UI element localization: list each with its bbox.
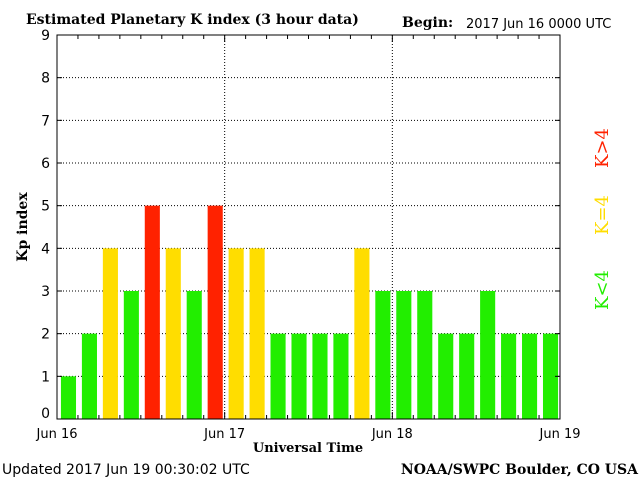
x-tick-label: Jun 17 xyxy=(203,427,245,442)
bars xyxy=(60,205,559,419)
kp-bar xyxy=(522,333,538,419)
kp-bar xyxy=(354,248,370,419)
y-tick-labels: 0 1 2 3 4 5 6 7 8 9 xyxy=(41,28,50,422)
y-tick-label: 1 xyxy=(41,369,50,385)
y-tick-label: 0 xyxy=(41,406,50,422)
y-tick-label: 2 xyxy=(41,327,50,343)
updated-timestamp: Updated 2017 Jun 19 00:30:02 UTC xyxy=(2,462,250,478)
y-tick-label: 6 xyxy=(41,156,50,172)
kp-bar xyxy=(459,333,475,419)
x-axis-label: Universal Time xyxy=(253,441,363,456)
x-tick-labels: Jun 16 Jun 17 Jun 18 Jun 19 xyxy=(36,427,581,442)
kp-bar xyxy=(417,291,433,419)
kp-bar xyxy=(102,248,118,419)
y-tick-label: 3 xyxy=(41,284,50,300)
kp-bar xyxy=(207,205,223,419)
legend-low: K<4 xyxy=(592,270,613,310)
y-tick-label: 9 xyxy=(41,28,50,44)
kp-bar xyxy=(375,291,391,419)
begin-value: 2017 Jun 16 0000 UTC xyxy=(466,17,611,32)
kp-bar xyxy=(144,205,160,419)
y-tick-label: 4 xyxy=(41,241,50,257)
kp-bar xyxy=(228,248,244,419)
y-tick-label: 8 xyxy=(41,71,50,87)
kp-bar xyxy=(249,248,265,419)
kp-bar xyxy=(480,291,496,419)
kp-bar xyxy=(542,333,559,419)
chart-title: Estimated Planetary K index (3 hour data… xyxy=(26,12,359,28)
kp-bar xyxy=(333,333,349,419)
x-tick-label: Jun 18 xyxy=(371,427,413,442)
kp-bar xyxy=(291,333,307,419)
kp-bar xyxy=(501,333,517,419)
kp-bar xyxy=(438,333,454,419)
credit-text: NOAA/SWPC Boulder, CO USA xyxy=(401,462,639,478)
y-axis-label: Kp index xyxy=(15,192,31,262)
y-tick-label: 7 xyxy=(41,113,50,129)
kp-bar xyxy=(81,333,97,419)
y-tick-label: 5 xyxy=(41,199,50,215)
legend-high: K>4 xyxy=(592,128,613,168)
legend-mid: K=4 xyxy=(592,195,613,235)
begin-label: Begin: xyxy=(402,15,453,31)
x-tick-label: Jun 16 xyxy=(36,427,78,442)
kp-bar xyxy=(60,376,77,419)
kp-bar xyxy=(312,333,328,419)
grid-lines xyxy=(57,35,560,419)
kp-bar xyxy=(270,333,286,419)
axis-ticks xyxy=(56,34,561,420)
kp-bar xyxy=(123,291,139,419)
kp-bar xyxy=(396,291,412,419)
kp-bar xyxy=(165,248,181,419)
kp-bar xyxy=(186,291,202,419)
x-tick-label: Jun 19 xyxy=(539,427,581,442)
